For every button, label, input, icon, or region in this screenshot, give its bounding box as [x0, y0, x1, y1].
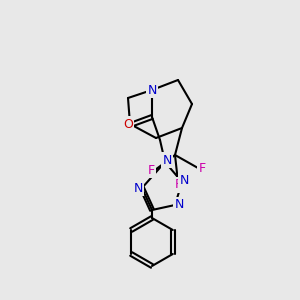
Text: N: N [133, 182, 143, 194]
Text: N: N [147, 83, 157, 97]
Text: F: F [147, 164, 155, 176]
Text: O: O [123, 118, 133, 130]
Text: F: F [174, 178, 182, 191]
Text: N: N [179, 173, 189, 187]
Text: N: N [162, 154, 172, 166]
Text: N: N [174, 199, 184, 212]
Text: F: F [198, 161, 206, 175]
